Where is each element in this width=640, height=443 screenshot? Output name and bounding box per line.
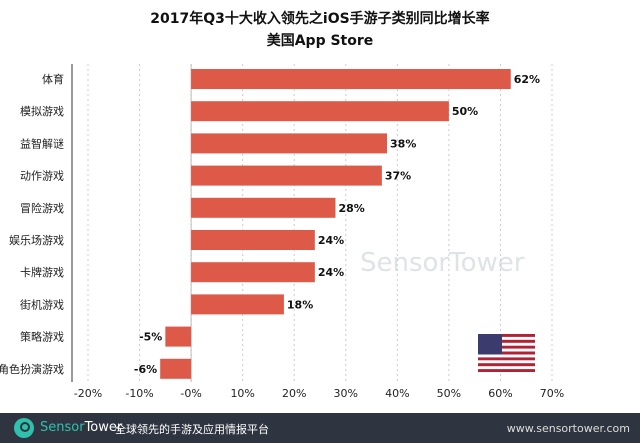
x-tick-label: -10% — [125, 387, 153, 400]
brand: SensorTower — [40, 420, 123, 435]
bar — [191, 294, 284, 315]
x-tick-label: 60% — [488, 387, 512, 400]
us-flag-icon — [478, 334, 535, 372]
data-label: -6% — [134, 363, 157, 376]
x-tick-label: 40% — [385, 387, 409, 400]
category-label: 街机游戏 — [20, 297, 64, 311]
data-label: 24% — [318, 234, 344, 247]
category-label: 策略游戏 — [20, 330, 64, 344]
sensortower-watermark: SensorTower — [360, 248, 525, 278]
x-tick-label: 30% — [334, 387, 358, 400]
bar — [191, 165, 382, 186]
category-label: 角色扮演游戏 — [0, 362, 64, 376]
footer: SensorTower 全球领先的手游及应用情报平台 www.sensortow… — [0, 413, 640, 443]
data-label: 37% — [385, 170, 411, 183]
slogan: 全球领先的手游及应用情报平台 — [115, 423, 269, 436]
bar — [191, 101, 449, 122]
data-label: 62% — [514, 73, 540, 86]
data-label: 28% — [338, 202, 364, 215]
bar — [191, 133, 388, 154]
chart-subtitle: 美国App Store — [266, 33, 374, 49]
x-tick-label: 10% — [230, 387, 254, 400]
x-tick-label: 70% — [540, 387, 564, 400]
x-tick-label: 50% — [437, 387, 461, 400]
bar — [191, 230, 315, 250]
bar-chart: -20% -10% -0% 10% 20% 30% 40% 50% 60% 70% 体育 62% 模拟游… — [0, 64, 564, 400]
x-tick-label: -20% — [74, 387, 102, 400]
bar — [191, 69, 511, 89]
category-label: 体育 — [42, 72, 64, 86]
category-label: 动作游戏 — [20, 170, 64, 183]
data-label: 24% — [318, 266, 344, 279]
category-label: 冒险游戏 — [20, 201, 64, 215]
bar — [165, 326, 192, 347]
website-link[interactable]: www.sensortower.com — [506, 422, 630, 435]
category-label: 模拟游戏 — [20, 104, 64, 118]
category-label: 娱乐场游戏 — [9, 233, 64, 247]
chart-title: 2017年Q3十大收入领先之iOS手游子类别同比增长率 — [150, 11, 490, 27]
x-tick-label: 20% — [282, 387, 306, 400]
bar — [191, 262, 315, 283]
sensortower-logo-icon — [14, 418, 34, 438]
data-label: 50% — [452, 105, 478, 118]
category-label: 益智解谜 — [20, 136, 64, 150]
data-label: 38% — [390, 137, 416, 150]
data-label: -5% — [139, 331, 162, 344]
category-label: 卡牌游戏 — [20, 265, 64, 279]
bar — [160, 358, 192, 379]
bar — [191, 197, 336, 218]
data-label: 18% — [287, 298, 313, 311]
x-tick-label: -0% — [180, 387, 201, 400]
